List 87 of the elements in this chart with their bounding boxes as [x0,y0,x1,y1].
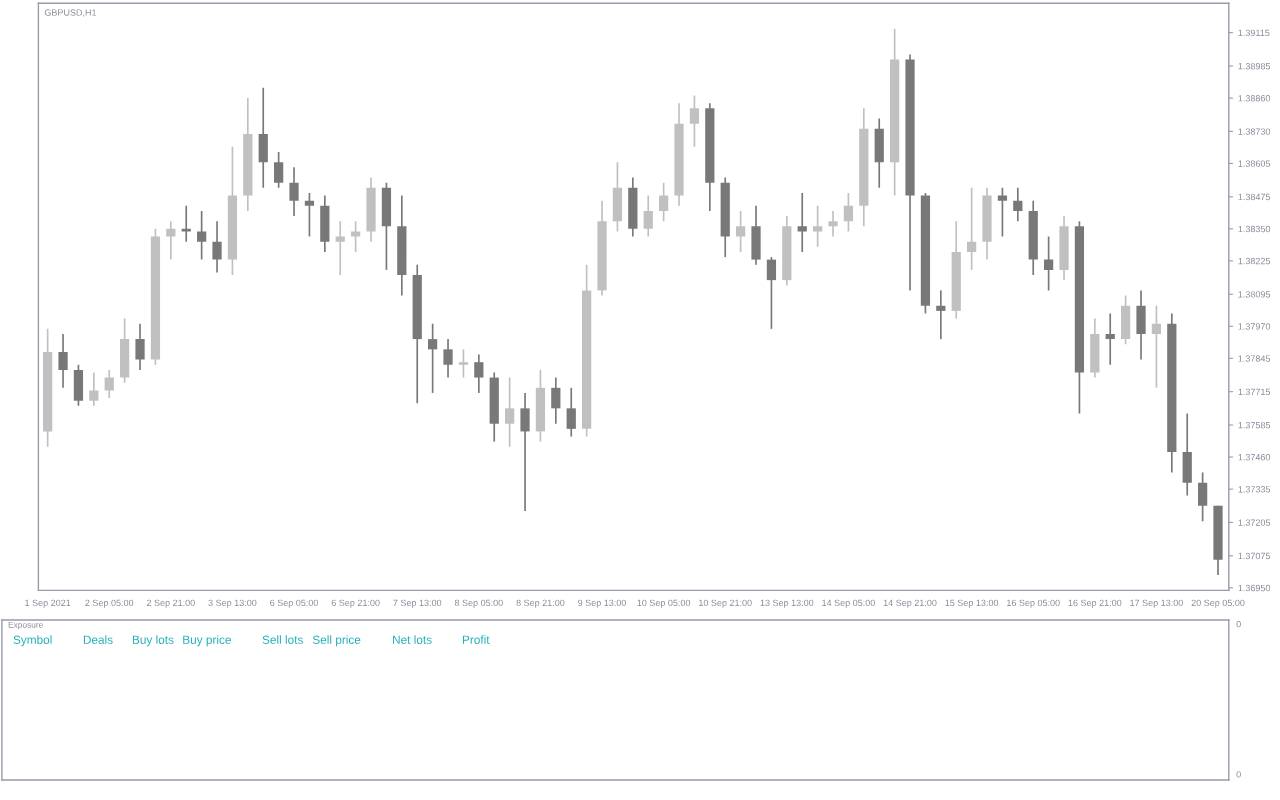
text: Net lots [393,635,432,644]
y-tick-label: 1.37075 [1238,552,1271,560]
candlestick [1105,312,1115,366]
candlestick [566,386,576,438]
x-tick-label: 17 Sep 13:00 [1130,599,1183,608]
x-tick-label: 10 Sep 05:00 [637,599,691,608]
candlestick [643,194,653,238]
y-tick-label: 1.38605 [1238,160,1271,167]
x-tick-label: 20 Sep 05:00 [1191,599,1245,608]
y-tick-label: 1.38095 [1238,291,1271,298]
candlestick [443,338,453,379]
x-tick-label: 15 Sep 13:00 [945,599,999,608]
text: Sell lots [262,635,303,644]
x-tick-label: 2 Sep 05:00 [85,599,134,608]
x-tick-label: 10 Sep 21:00 [699,599,752,608]
y-tick-label: 1.37585 [1238,421,1271,429]
y-tick-label: 1.38350 [1238,225,1271,233]
candlestick [520,392,530,512]
text: GBPUSD,H1 [44,9,97,17]
candlestick [197,210,207,261]
candlestick [351,220,361,253]
candlestick [551,376,561,425]
candlestick [659,181,669,222]
candlestick [166,220,176,261]
x-tick-label: 14 Sep 05:00 [822,599,875,608]
text: Sell price [312,635,361,647]
x-tick-label: 16 Sep 05:00 [1007,599,1060,608]
x-tick-label: 6 Sep 21:00 [331,599,380,608]
candlestick [1151,304,1162,389]
y-tick-label: 1.38730 [1238,128,1271,135]
y-tick-label: 1.37205 [1238,519,1271,526]
x-tick-label: 1 Sep 2021 [25,599,71,608]
y-tick-label: 1.38860 [1238,95,1271,102]
y-tick-label: 1.36950 [1238,584,1271,592]
candlestick [212,220,222,274]
candlestick [335,220,345,276]
text: 0 [1236,620,1241,628]
candlestick [689,94,700,148]
y-tick-label: 1.37715 [1238,388,1271,396]
candlestick [967,186,977,271]
x-tick-label: 16 Sep 21:00 [1068,599,1122,608]
y-tick-label: 1.37970 [1238,323,1271,330]
candlestick [1013,186,1023,222]
text: Buy lots [132,635,174,647]
candlestick [304,192,315,238]
x-tick-label: 6 Sep 05:00 [270,599,319,608]
text: Buy price [183,635,231,647]
y-tick-label: 1.39115 [1238,29,1270,37]
candlestick [936,289,946,340]
y-tick-label: 1.38985 [1238,62,1271,70]
candlestick [58,333,68,389]
y-tick-label: 1.37845 [1238,355,1271,362]
y-tick-label: 1.38225 [1238,257,1271,265]
candlestick [474,353,484,394]
text: Deals [83,635,113,644]
x-tick-label: 2 Sep 21:00 [146,599,195,608]
x-tick-label: 14 Sep 21:00 [883,599,937,608]
candlestick [766,256,777,330]
candlestick [274,151,284,189]
candlestick [505,376,515,448]
x-tick-label: 9 Sep 13:00 [578,599,627,608]
candlestick [1198,471,1208,523]
x-tick-label: 8 Sep 05:00 [454,599,503,608]
text: Symbol [13,635,52,647]
y-tick-label: 1.37460 [1238,454,1271,461]
text: Profit [462,635,490,644]
text: Exposure [8,621,43,630]
candlestick [797,192,807,253]
x-tick-label: 13 Sep 13:00 [760,599,814,608]
x-tick-label: 7 Sep 13:00 [393,599,442,608]
y-tick-label: 1.37335 [1238,486,1271,493]
candlestick [843,192,854,233]
candlestick [828,210,838,238]
candlestick [813,204,823,248]
candlestick [1044,235,1054,292]
x-tick-label: 8 Sep 21:00 [516,599,565,608]
candlestick [289,166,299,217]
candlestick [997,186,1008,238]
text: 0 [1236,771,1241,778]
candlestick [89,371,99,407]
x-tick-label: 3 Sep 13:00 [208,599,257,608]
candlestick [458,348,469,379]
y-tick-label: 1.38475 [1238,193,1271,201]
candlestick [428,322,438,394]
candlestick [135,322,145,371]
candlestick [736,210,746,253]
candlestick [104,369,114,399]
